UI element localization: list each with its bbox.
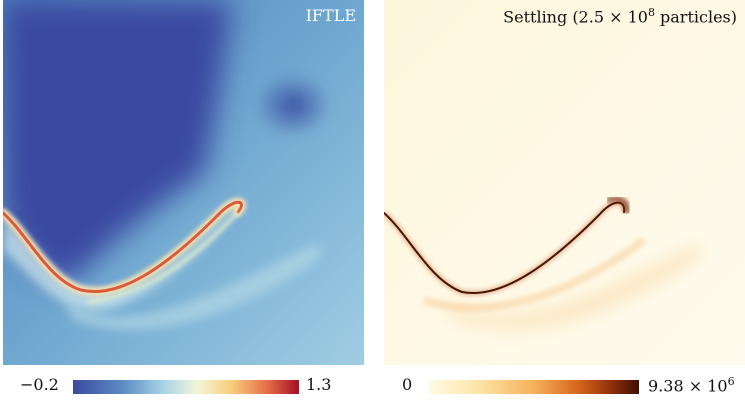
settling-panel: Settling (2.5 × 108 particles) <box>384 0 745 365</box>
panel-title-iftle: IFTLE <box>305 6 356 25</box>
settling-colorbar-max-label: 9.38 × 106 <box>648 375 735 395</box>
settling-max-exponent: 6 <box>727 375 735 388</box>
settling-title-suffix: particles) <box>654 7 737 27</box>
low-value-region <box>3 0 233 282</box>
iftle-colorbar-max-label: 1.3 <box>306 375 332 394</box>
ridge-line <box>3 200 243 293</box>
settling-density-image <box>384 0 745 365</box>
settling-colorbar-min-label: 0 <box>402 375 413 394</box>
settling-title-prefix: Settling (2.5 × 10 <box>503 7 648 27</box>
panel-title-settling: Settling (2.5 × 108 particles) <box>503 6 737 26</box>
settling-colorbar <box>429 380 639 394</box>
iftle-panel: IFTLE <box>3 0 364 365</box>
settling-curve <box>384 201 626 294</box>
dark-spot <box>255 73 331 137</box>
iftle-colorbar-min-label: −0.2 <box>20 375 59 394</box>
settling-title-exponent: 8 <box>647 6 655 19</box>
iftle-field-image <box>3 0 364 365</box>
settling-max-base: 9.38 × 10 <box>648 376 728 396</box>
iftle-colorbar <box>73 380 299 394</box>
